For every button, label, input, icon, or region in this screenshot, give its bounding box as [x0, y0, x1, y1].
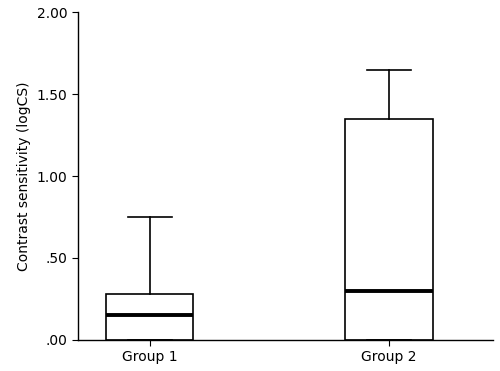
PathPatch shape: [346, 119, 433, 339]
PathPatch shape: [106, 294, 194, 339]
Y-axis label: Contrast sensitivity (logCS): Contrast sensitivity (logCS): [17, 81, 31, 271]
